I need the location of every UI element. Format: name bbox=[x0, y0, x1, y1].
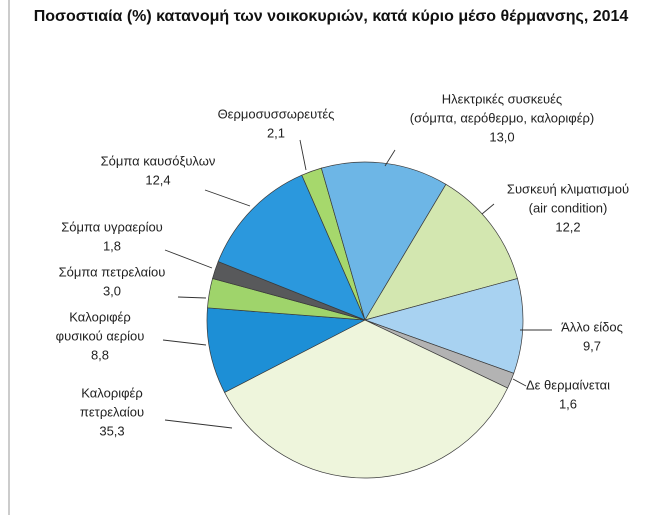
leader-line bbox=[164, 249, 213, 269]
slice-label: πετρελαίου bbox=[80, 404, 144, 419]
slice-label: Σόμπα καυσόξυλων bbox=[101, 153, 216, 168]
slice-label: Καλοριφέρ bbox=[81, 385, 142, 400]
slice-label: (σόμπα, αερόθερμο, καλοριφέρ) bbox=[410, 110, 595, 125]
slice-label: Συσκευή κλιματισμού bbox=[507, 181, 629, 196]
value-label: 2,1 bbox=[267, 125, 285, 140]
leader-line bbox=[299, 139, 307, 171]
pie-slice bbox=[224, 319, 509, 479]
pie-slice bbox=[206, 307, 367, 393]
slice-label: Σόμπα πετρελαίου bbox=[59, 264, 166, 279]
value-label: 8,8 bbox=[91, 347, 109, 362]
chart-title: Ποσοστιαία (%) κατανομή των νοικοκυριών,… bbox=[33, 8, 629, 25]
leader-line bbox=[384, 149, 396, 167]
leader-line bbox=[164, 419, 233, 429]
value-label: 35,3 bbox=[99, 423, 124, 438]
leader-line bbox=[512, 378, 527, 387]
leader-line bbox=[204, 189, 251, 207]
slice-label: Άλλο είδος bbox=[561, 319, 623, 334]
value-label: 3,0 bbox=[103, 283, 121, 298]
slice-label: Σόμπα υγραερίου bbox=[61, 219, 163, 234]
value-label: 1,6 bbox=[559, 396, 577, 411]
value-label: 13,0 bbox=[489, 129, 514, 144]
pie-slice bbox=[217, 174, 366, 321]
slice-label: φυσικού αερίου bbox=[56, 328, 145, 343]
slice-label: (air condition) bbox=[529, 200, 608, 215]
value-label: 9,7 bbox=[583, 338, 601, 353]
slice-label: Καλοριφέρ bbox=[69, 309, 130, 324]
leader-line bbox=[162, 339, 207, 346]
slice-label: Θερμοσυσσωρευτές bbox=[218, 106, 335, 121]
pie-slice bbox=[363, 278, 524, 374]
pie-slice bbox=[320, 161, 447, 321]
slice-label: Δε θερμαίνεται bbox=[526, 377, 610, 392]
leader-line bbox=[481, 203, 495, 215]
value-label: 12,2 bbox=[555, 219, 580, 234]
leader-line bbox=[177, 296, 207, 299]
pie-slice bbox=[364, 183, 518, 321]
slice-label: Ηλεκτρικές συσκευές bbox=[442, 91, 562, 106]
value-label: 12,4 bbox=[145, 172, 170, 187]
value-label: 1,8 bbox=[103, 238, 121, 253]
